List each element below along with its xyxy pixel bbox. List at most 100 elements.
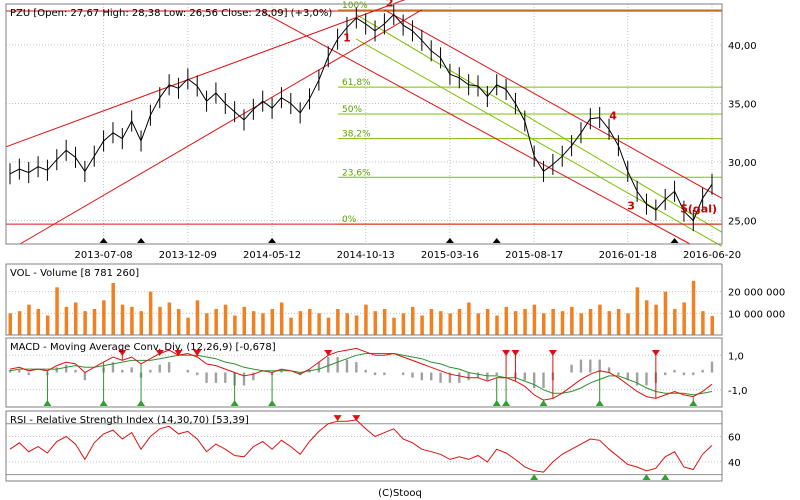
volume-panel: VOL - Volume [8 781 260] 20 000 000 10 00…	[5, 263, 785, 336]
volume-bar	[532, 304, 537, 335]
signal-triangle-1	[137, 238, 146, 243]
rsi-buy-marker-0	[530, 474, 539, 480]
macd-histogram-bar	[74, 369, 77, 373]
wave-label-4: 5(gal)	[680, 202, 717, 215]
volume-bar	[92, 309, 97, 335]
macd-histogram-bar	[252, 372, 255, 381]
macd-histogram-bar	[205, 372, 208, 383]
macd-sell-marker-7	[548, 350, 557, 356]
volume-bar	[205, 313, 209, 335]
macd-histogram-bar	[242, 372, 246, 386]
volume-bar	[495, 315, 499, 335]
volume-bar	[570, 306, 574, 335]
macd-sell-marker-4	[324, 350, 333, 356]
macd-sell-marker-8	[651, 350, 660, 356]
downtrend-channel-lower	[262, 11, 691, 245]
fib-trend-lower	[356, 38, 723, 247]
rsi-sell-marker-0	[333, 415, 342, 422]
macd-buy-marker-0	[43, 400, 52, 406]
rsi-y-label-1: 40	[728, 458, 741, 469]
volume-y-label-0: 20 000 000	[728, 288, 785, 299]
price-frame	[5, 3, 723, 245]
macd-histogram-bar	[327, 356, 330, 373]
volume-bar	[102, 300, 106, 335]
macd-histogram-bar	[149, 369, 152, 373]
volume-bar	[27, 304, 31, 335]
rsi-buy-marker-2	[661, 474, 670, 480]
macd-histogram-bar	[167, 362, 171, 373]
volume-bar	[186, 317, 190, 335]
macd-title: MACD - Moving Average Conv. Div. (12,26,…	[10, 342, 276, 353]
wave-label-1: 2	[386, 0, 394, 10]
volume-y-label-1: 10 000 000	[728, 309, 785, 320]
macd-histogram-bar	[579, 359, 583, 373]
macd-buy-marker-5	[492, 400, 501, 406]
macd-y-label-0: 1,0	[728, 351, 744, 362]
macd-sell-marker-2	[174, 350, 183, 356]
volume-bar	[336, 309, 340, 335]
volume-bar	[457, 309, 462, 335]
macd-histogram-bar	[430, 372, 433, 381]
volume-bar	[317, 313, 321, 335]
volume-bar	[45, 315, 50, 335]
downtrend-channel-upper	[384, 9, 723, 199]
macd-sell-marker-0	[118, 350, 127, 356]
volume-bar	[233, 315, 237, 335]
price-series	[9, 4, 713, 232]
price-y-label-2: 35,00	[728, 100, 757, 111]
price-y-label-1: 30,00	[728, 158, 757, 169]
macd-histogram-bar	[701, 369, 704, 373]
volume-bar	[701, 311, 705, 335]
volume-bar	[579, 313, 583, 335]
rsi-sell-marker-1	[352, 415, 361, 422]
volume-bar	[298, 311, 303, 335]
fib-label-4: 23,6%	[342, 168, 371, 178]
macd-histogram-bar	[532, 372, 536, 389]
volume-bar	[401, 313, 406, 335]
volume-bar	[682, 302, 686, 335]
fib-label-5: 0%	[342, 215, 357, 225]
fib-label-2: 50%	[342, 105, 362, 115]
macd-histogram-bar	[27, 372, 30, 376]
macd-histogram-bar	[364, 369, 367, 373]
rsi-buy-marker-1	[642, 474, 651, 480]
volume-bar	[448, 313, 452, 335]
price-title: PZU [Open: 27,67 High: 28,38 Low: 26,56 …	[10, 8, 332, 19]
elliott-wave-labels: 1 2 3 4 5(gal)	[343, 0, 717, 215]
volume-bar	[635, 287, 640, 335]
rsi-signal-markers	[333, 415, 670, 480]
signal-triangle-0	[99, 238, 108, 243]
macd-y-label-1: -1,0	[728, 386, 748, 397]
macd-frame	[5, 337, 723, 408]
signal-triangle-5	[670, 238, 679, 243]
volume-bar	[148, 291, 153, 335]
volume-bar	[251, 311, 256, 335]
volume-bar	[279, 302, 284, 335]
volume-bar	[467, 302, 471, 335]
macd-histogram-bar	[64, 364, 68, 373]
macd-buy-marker-9	[689, 400, 698, 406]
volume-bar	[139, 311, 144, 335]
x-tick-label-7: 2016-06-20	[683, 250, 741, 261]
macd-sell-marker-3	[193, 350, 202, 356]
volume-bar	[654, 304, 658, 335]
volume-bar	[345, 313, 349, 335]
volume-bar	[354, 315, 359, 335]
macd-histogram-bar	[626, 372, 629, 381]
volume-bar	[8, 313, 12, 335]
rsi-line	[9, 419, 713, 473]
rsi-y-axis: 60 40	[728, 432, 741, 468]
macd-histogram-bar	[495, 372, 498, 376]
volume-bar	[392, 317, 396, 335]
fib-label-0: 100%	[342, 1, 368, 11]
price-x-axis: 2013-07-08 2013-12-09 2014-05-12 2014-10-13…	[75, 250, 742, 261]
macd-line	[9, 347, 713, 401]
volume-bar	[673, 309, 677, 335]
macd-histogram-bar	[448, 372, 452, 383]
volume-bar	[308, 309, 312, 335]
volume-bar	[476, 313, 480, 335]
macd-panel: MACD - Moving Average Conv. Div. (12,26,…	[5, 337, 748, 408]
volume-grid	[6, 291, 722, 314]
volume-bar	[195, 300, 200, 335]
